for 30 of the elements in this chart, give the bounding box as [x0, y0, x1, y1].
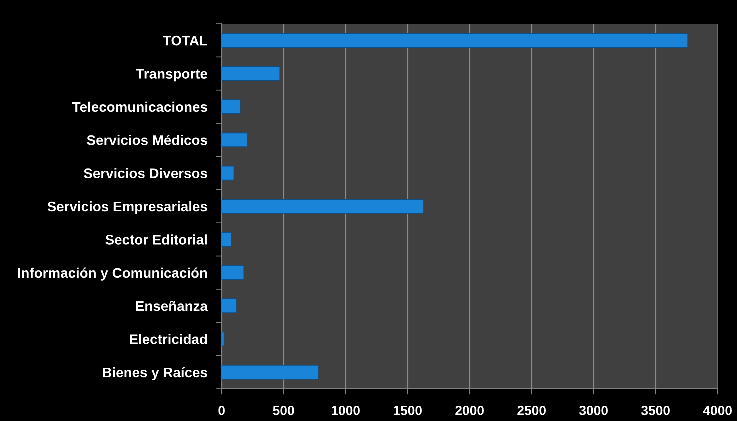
y-tick-label: Servicios Empresariales: [48, 201, 208, 214]
bar: [222, 33, 688, 48]
y-tick-label: Información y Comunicación: [18, 268, 208, 281]
bar: [222, 132, 248, 148]
x-tick-label: 4000: [703, 406, 732, 416]
bar: [222, 66, 281, 82]
bar: [222, 365, 319, 380]
x-tick-label: 1500: [394, 406, 422, 416]
x-tick-label: 3500: [641, 406, 670, 416]
y-tick-label: TOTAL: [163, 36, 208, 46]
bar: [222, 199, 424, 214]
x-tick-label: 2000: [456, 406, 484, 416]
y-tick-label: Transporte: [136, 69, 208, 82]
y-tick-label: Servicios Diversos: [84, 168, 208, 178]
bar: [222, 298, 238, 314]
x-tick-label: 500: [273, 406, 294, 416]
bar: [222, 265, 245, 280]
y-tick-label: Servicios Médicos: [87, 134, 208, 146]
y-tick-label: Telecomunicaciones: [72, 102, 208, 112]
y-tick-label: Enseñanza: [136, 301, 208, 312]
y-tick-label: Bienes y Raíces: [103, 367, 208, 380]
x-tick-label: 3000: [579, 406, 608, 416]
bar: [222, 100, 241, 114]
x-tick-label: 1000: [332, 406, 360, 416]
x-tick-label: 0: [218, 406, 225, 416]
x-tick-label: 2500: [518, 406, 546, 416]
bar: [222, 232, 232, 248]
y-tick-label: Electricidad: [130, 334, 208, 344]
y-tick-label: Sector Editorial: [106, 234, 207, 245]
bar: [222, 166, 235, 181]
